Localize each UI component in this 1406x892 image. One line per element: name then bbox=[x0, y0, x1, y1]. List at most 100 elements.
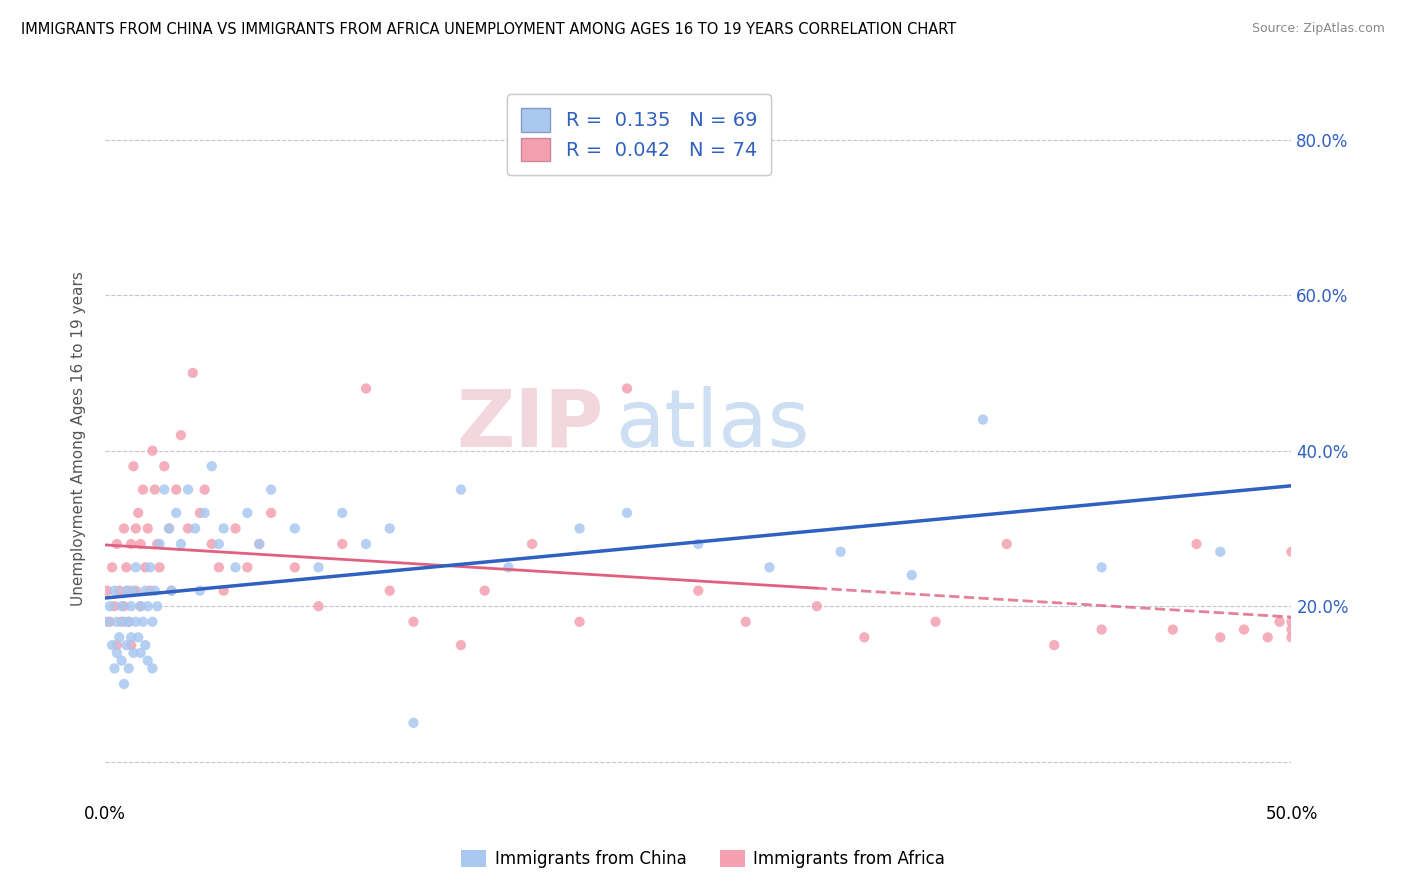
Point bbox=[688, 583, 710, 598]
Point bbox=[120, 599, 142, 614]
Point bbox=[103, 599, 125, 614]
Point bbox=[134, 583, 156, 598]
Point bbox=[125, 560, 148, 574]
Point bbox=[1257, 630, 1279, 644]
Point bbox=[247, 537, 270, 551]
Point bbox=[165, 506, 187, 520]
Point bbox=[568, 521, 591, 535]
Point bbox=[212, 583, 235, 598]
Point bbox=[98, 599, 121, 614]
Point bbox=[122, 459, 145, 474]
Point bbox=[224, 560, 246, 574]
Point bbox=[853, 630, 876, 644]
Point bbox=[148, 560, 170, 574]
Point bbox=[108, 583, 131, 598]
Point bbox=[160, 583, 183, 598]
Point bbox=[134, 560, 156, 574]
Point bbox=[110, 654, 132, 668]
Point bbox=[688, 537, 710, 551]
Point bbox=[118, 583, 141, 598]
Point bbox=[900, 568, 922, 582]
Point bbox=[125, 521, 148, 535]
Point bbox=[141, 615, 163, 629]
Point bbox=[260, 483, 283, 497]
Point bbox=[208, 537, 231, 551]
Y-axis label: Unemployment Among Ages 16 to 19 years: Unemployment Among Ages 16 to 19 years bbox=[72, 271, 86, 607]
Point bbox=[1091, 623, 1114, 637]
Point bbox=[177, 483, 200, 497]
Point bbox=[105, 646, 128, 660]
Point bbox=[141, 443, 163, 458]
Point bbox=[308, 560, 330, 574]
Point bbox=[308, 599, 330, 614]
Point bbox=[450, 483, 472, 497]
Point bbox=[122, 646, 145, 660]
Point bbox=[141, 661, 163, 675]
Point bbox=[115, 638, 138, 652]
Point bbox=[995, 537, 1018, 551]
Point bbox=[160, 583, 183, 598]
Point bbox=[758, 560, 780, 574]
Point bbox=[330, 537, 353, 551]
Point bbox=[110, 615, 132, 629]
Point bbox=[101, 638, 124, 652]
Point bbox=[330, 506, 353, 520]
Point bbox=[112, 599, 135, 614]
Point bbox=[98, 615, 121, 629]
Point bbox=[129, 537, 152, 551]
Text: ZIP: ZIP bbox=[456, 385, 603, 464]
Point bbox=[1185, 537, 1208, 551]
Point bbox=[105, 638, 128, 652]
Point bbox=[153, 459, 176, 474]
Point bbox=[148, 537, 170, 551]
Point bbox=[129, 646, 152, 660]
Legend: Immigrants from China, Immigrants from Africa: Immigrants from China, Immigrants from A… bbox=[454, 843, 952, 875]
Point bbox=[146, 599, 169, 614]
Point bbox=[170, 537, 193, 551]
Point bbox=[1281, 545, 1303, 559]
Point bbox=[96, 583, 118, 598]
Point bbox=[136, 654, 159, 668]
Point bbox=[568, 615, 591, 629]
Point bbox=[520, 537, 543, 551]
Point bbox=[284, 560, 307, 574]
Point bbox=[1281, 630, 1303, 644]
Point bbox=[157, 521, 180, 535]
Point bbox=[153, 483, 176, 497]
Point bbox=[1209, 545, 1232, 559]
Point bbox=[115, 560, 138, 574]
Point bbox=[136, 521, 159, 535]
Point bbox=[132, 615, 155, 629]
Point bbox=[122, 583, 145, 598]
Point bbox=[224, 521, 246, 535]
Point bbox=[616, 382, 638, 396]
Point bbox=[118, 615, 141, 629]
Point bbox=[127, 630, 149, 644]
Point bbox=[1043, 638, 1066, 652]
Point bbox=[170, 428, 193, 442]
Point bbox=[105, 537, 128, 551]
Point bbox=[212, 521, 235, 535]
Point bbox=[830, 545, 852, 559]
Point bbox=[112, 677, 135, 691]
Point bbox=[284, 521, 307, 535]
Point bbox=[194, 506, 217, 520]
Point bbox=[236, 506, 259, 520]
Point bbox=[129, 599, 152, 614]
Point bbox=[1233, 623, 1256, 637]
Text: Source: ZipAtlas.com: Source: ZipAtlas.com bbox=[1251, 22, 1385, 36]
Point bbox=[143, 483, 166, 497]
Point bbox=[201, 537, 224, 551]
Point bbox=[188, 583, 211, 598]
Point bbox=[120, 537, 142, 551]
Point bbox=[616, 506, 638, 520]
Point bbox=[734, 615, 756, 629]
Point bbox=[181, 366, 204, 380]
Legend: R =  0.135   N = 69, R =  0.042   N = 74: R = 0.135 N = 69, R = 0.042 N = 74 bbox=[508, 95, 770, 175]
Point bbox=[194, 483, 217, 497]
Point bbox=[208, 560, 231, 574]
Point bbox=[806, 599, 828, 614]
Point bbox=[378, 583, 401, 598]
Point bbox=[132, 483, 155, 497]
Point bbox=[247, 537, 270, 551]
